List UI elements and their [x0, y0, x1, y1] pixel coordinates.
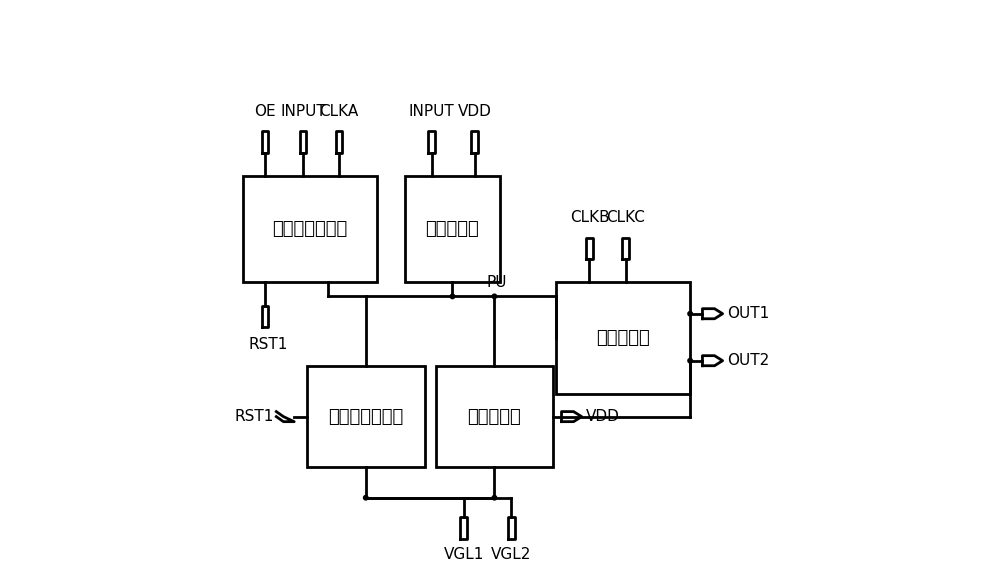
Text: 下拉子电路: 下拉子电路 [468, 408, 521, 425]
Text: 检测控制子电路: 检测控制子电路 [272, 220, 347, 238]
Text: 输入子电路: 输入子电路 [426, 220, 479, 238]
Text: OUT2: OUT2 [727, 353, 769, 368]
Bar [405, 176, 500, 282]
Text: VGL2: VGL2 [491, 547, 531, 562]
Circle shape [688, 358, 692, 363]
Text: VDD: VDD [458, 104, 492, 119]
Text: 输出子电路: 输出子电路 [596, 329, 650, 347]
Bar [243, 176, 377, 282]
Text: PU: PU [486, 275, 507, 290]
Text: 第一复位子电路: 第一复位子电路 [328, 408, 403, 425]
Circle shape [364, 495, 368, 500]
Text: RST1: RST1 [234, 409, 274, 424]
Circle shape [492, 294, 497, 299]
Text: CLKA: CLKA [319, 104, 359, 119]
Circle shape [450, 294, 455, 299]
Text: INPUT: INPUT [409, 104, 455, 119]
Text: VDD: VDD [586, 409, 620, 424]
Circle shape [688, 311, 692, 316]
Bar [307, 366, 425, 467]
Text: CLKB: CLKB [570, 210, 609, 225]
Text: CLKC: CLKC [606, 210, 645, 225]
Text: RST1: RST1 [248, 337, 288, 352]
Text: VGL1: VGL1 [443, 547, 484, 562]
Text: OUT1: OUT1 [727, 306, 769, 321]
Text: INPUT: INPUT [280, 104, 326, 119]
Text: OE: OE [254, 104, 276, 119]
Bar [556, 282, 690, 394]
Circle shape [492, 495, 497, 500]
Bar [436, 366, 553, 467]
